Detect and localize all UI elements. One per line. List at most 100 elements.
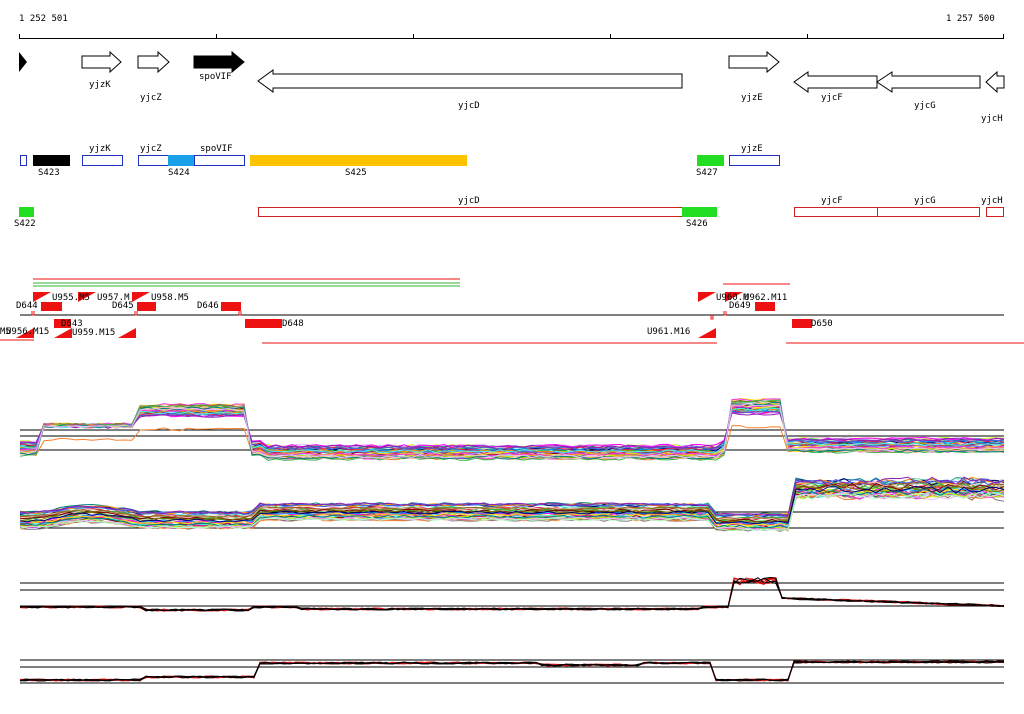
tu-block-D646[interactable] <box>221 302 241 311</box>
ruler-tick <box>19 34 20 39</box>
segment-S424[interactable] <box>168 155 195 166</box>
ruler-tick <box>216 34 217 39</box>
trace-line <box>19 491 1005 531</box>
tu-bracket <box>31 311 727 320</box>
segment-S425[interactable] <box>250 155 467 166</box>
trace-line <box>19 660 1004 682</box>
tu-marker-U960[interactable] <box>698 292 716 302</box>
segment-label: S424 <box>168 168 190 178</box>
gene-label: yjzK <box>89 80 111 90</box>
tu-label: U955.M5 <box>52 293 90 303</box>
trace-line <box>19 404 1005 457</box>
gene-label: yjcG <box>914 101 936 111</box>
gene-label: yjcH <box>981 114 1003 124</box>
tu-label: U961.M16 <box>647 327 691 337</box>
annotation-box[interactable] <box>20 155 27 166</box>
annotation-spoVIF[interactable] <box>194 155 245 166</box>
tu-marker-U961[interactable] <box>698 328 716 338</box>
annotation-label: yjcZ <box>140 144 162 154</box>
gene-label: spoVIF <box>199 72 232 82</box>
annotation-label: yjzE <box>741 144 763 154</box>
tu-label: D650 <box>811 319 833 329</box>
segment-label: S423 <box>38 168 60 178</box>
tu-label: U956.M15 <box>6 327 50 337</box>
trace-line <box>20 410 1005 451</box>
trace-line <box>19 576 1005 612</box>
tu-block-D643[interactable] <box>54 319 71 328</box>
tu-marker-U959b[interactable] <box>118 328 136 338</box>
tu-marker-U955[interactable] <box>33 292 51 302</box>
gene-arrow-yjcH[interactable] <box>985 70 1005 94</box>
tu-block-D649[interactable] <box>755 302 775 311</box>
gene-label: yjcF <box>821 93 843 103</box>
annotation-yjcH[interactable] <box>986 207 1004 217</box>
segment-S423[interactable] <box>33 155 70 166</box>
transcription-unit-track <box>0 278 1024 344</box>
start-coordinate: 1 252 501 <box>19 14 68 24</box>
segment-S427[interactable] <box>697 155 724 166</box>
annotation-yjzK[interactable] <box>82 155 123 166</box>
annotation-label: yjcD <box>458 196 480 206</box>
annotation-yjcG[interactable] <box>877 207 980 217</box>
segment-label: S426 <box>686 219 708 229</box>
trace-line <box>19 476 1005 516</box>
gene-arrow-yjcZ[interactable] <box>137 50 170 74</box>
tu-label: U960.M <box>716 293 749 303</box>
trace-line <box>19 411 1005 448</box>
trace-line <box>19 577 1005 612</box>
trace-line <box>19 492 1005 532</box>
tu-label: D648 <box>282 319 304 329</box>
tu-label: D645 <box>112 301 134 311</box>
gene-arrow-yjcF[interactable] <box>793 71 878 93</box>
gene-label: yjzE <box>741 93 763 103</box>
annotation-label: yjcH <box>981 196 1003 206</box>
gene-arrow-yjcG[interactable] <box>876 71 981 93</box>
segment-S422[interactable] <box>19 207 34 217</box>
gene-arrow-yjzK[interactable] <box>81 50 122 74</box>
annotation-label: yjzK <box>89 144 111 154</box>
trace-line <box>19 412 1005 449</box>
tu-block-D644[interactable] <box>41 302 62 311</box>
tu-marker-U958[interactable] <box>132 292 150 302</box>
segment-label: S425 <box>345 168 367 178</box>
annotation-label: yjcF <box>821 196 843 206</box>
trace-line <box>19 403 1005 459</box>
annotation-label: yjcG <box>914 196 936 206</box>
tu-block-D650[interactable] <box>792 319 812 328</box>
gene-arrow-spoVIF[interactable] <box>193 50 245 74</box>
gene-arrow-partial[interactable] <box>19 52 27 72</box>
tu-label: D643 <box>61 319 83 329</box>
tu-marker-U956[interactable] <box>16 328 34 338</box>
trace-line <box>19 485 1005 525</box>
trace-line <box>19 660 1005 682</box>
tu-block-D645[interactable] <box>137 302 156 311</box>
tu-label: D644 <box>16 301 38 311</box>
tu-label: D646 <box>197 301 219 311</box>
gene-label: yjcZ <box>140 93 162 103</box>
ruler-axis <box>19 38 1004 39</box>
segment-S426[interactable] <box>682 207 717 217</box>
tu-marker-U957[interactable] <box>78 292 96 302</box>
end-coordinate: 1 257 500 <box>946 14 995 24</box>
segment-label: S427 <box>696 168 718 178</box>
tu-block-D648[interactable] <box>245 319 282 328</box>
tu-label: U958.M5 <box>151 293 189 303</box>
tu-marker-U959a[interactable] <box>54 328 72 338</box>
ruler-tick <box>1003 34 1004 39</box>
gene-arrow-yjzE[interactable] <box>728 50 780 74</box>
ruler-tick <box>413 34 414 39</box>
segment-label: S422 <box>14 219 36 229</box>
ruler-tick <box>610 34 611 39</box>
tu-label: U959.M15 <box>72 328 116 338</box>
tu-label: U962.M11 <box>744 293 788 303</box>
gene-track <box>19 50 1005 94</box>
tu-marker-U962[interactable] <box>725 292 743 302</box>
gene-label: yjcD <box>458 101 480 111</box>
tu-label: D649 <box>729 301 751 311</box>
annotation-yjzE[interactable] <box>729 155 780 166</box>
tu-label: U957.M <box>97 293 130 303</box>
tu-label: M5 <box>0 327 11 337</box>
gene-arrow-yjcD[interactable] <box>257 69 683 93</box>
